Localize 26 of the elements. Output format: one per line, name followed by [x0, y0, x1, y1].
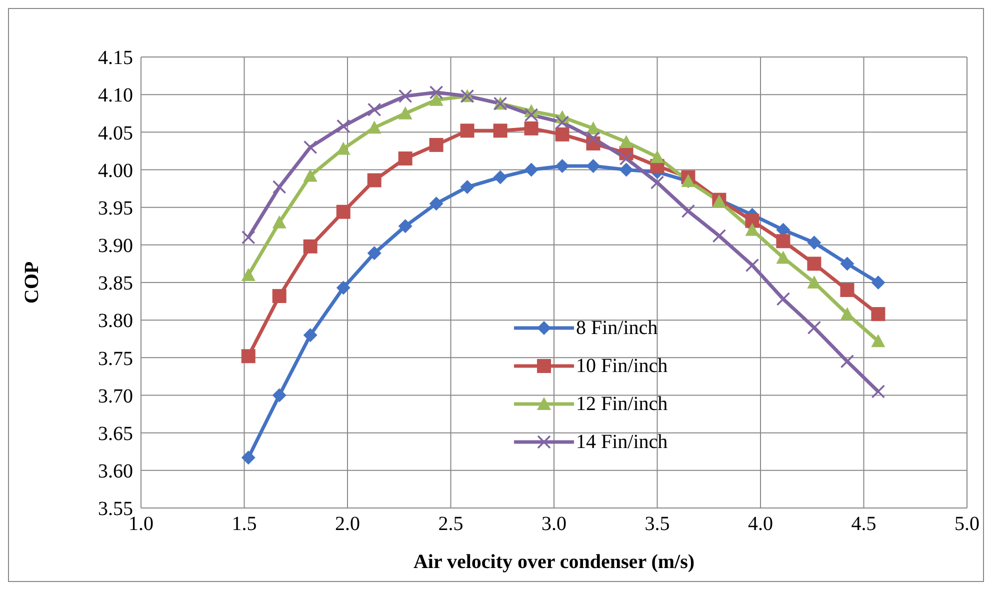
x-tick-label: 2.0 [335, 513, 360, 536]
x-tick-label: 4.5 [851, 513, 876, 536]
y-tick-label: 3.65 [98, 422, 133, 445]
y-tick-label: 3.60 [98, 460, 133, 483]
x-tick-label: 5.0 [954, 513, 980, 536]
x-tick-label: 4.0 [748, 513, 773, 536]
y-tick-label: 3.80 [98, 310, 133, 332]
y-tick-label: 4.10 [98, 84, 133, 107]
legend-label: 10 Fin/inch [576, 354, 668, 378]
legend-label: 8 Fin/inch [576, 316, 658, 340]
y-axis-title: COP [21, 261, 44, 304]
legend-label: 12 Fin/inch [576, 392, 668, 416]
x-tick-label: 2.5 [438, 513, 464, 536]
y-tick-label: 3.70 [98, 385, 133, 408]
y-tick-label: 3.90 [98, 235, 133, 258]
y-tick-label: 3.75 [98, 348, 133, 370]
x-tick-label: 3.0 [542, 513, 566, 536]
y-tick-label: 3.95 [98, 197, 133, 220]
y-tick-label: 4.00 [98, 160, 133, 182]
legend-label: 14 Fin/inch [576, 430, 668, 454]
x-tick-label: 1.5 [232, 513, 257, 536]
y-tick-label: 4.05 [98, 122, 133, 144]
y-tick-label: 3.85 [98, 272, 133, 295]
y-tick-label: 4.15 [98, 47, 133, 70]
x-axis-title: Air velocity over condenser (m/s) [413, 551, 695, 573]
x-tick-label: 3.5 [644, 513, 670, 536]
